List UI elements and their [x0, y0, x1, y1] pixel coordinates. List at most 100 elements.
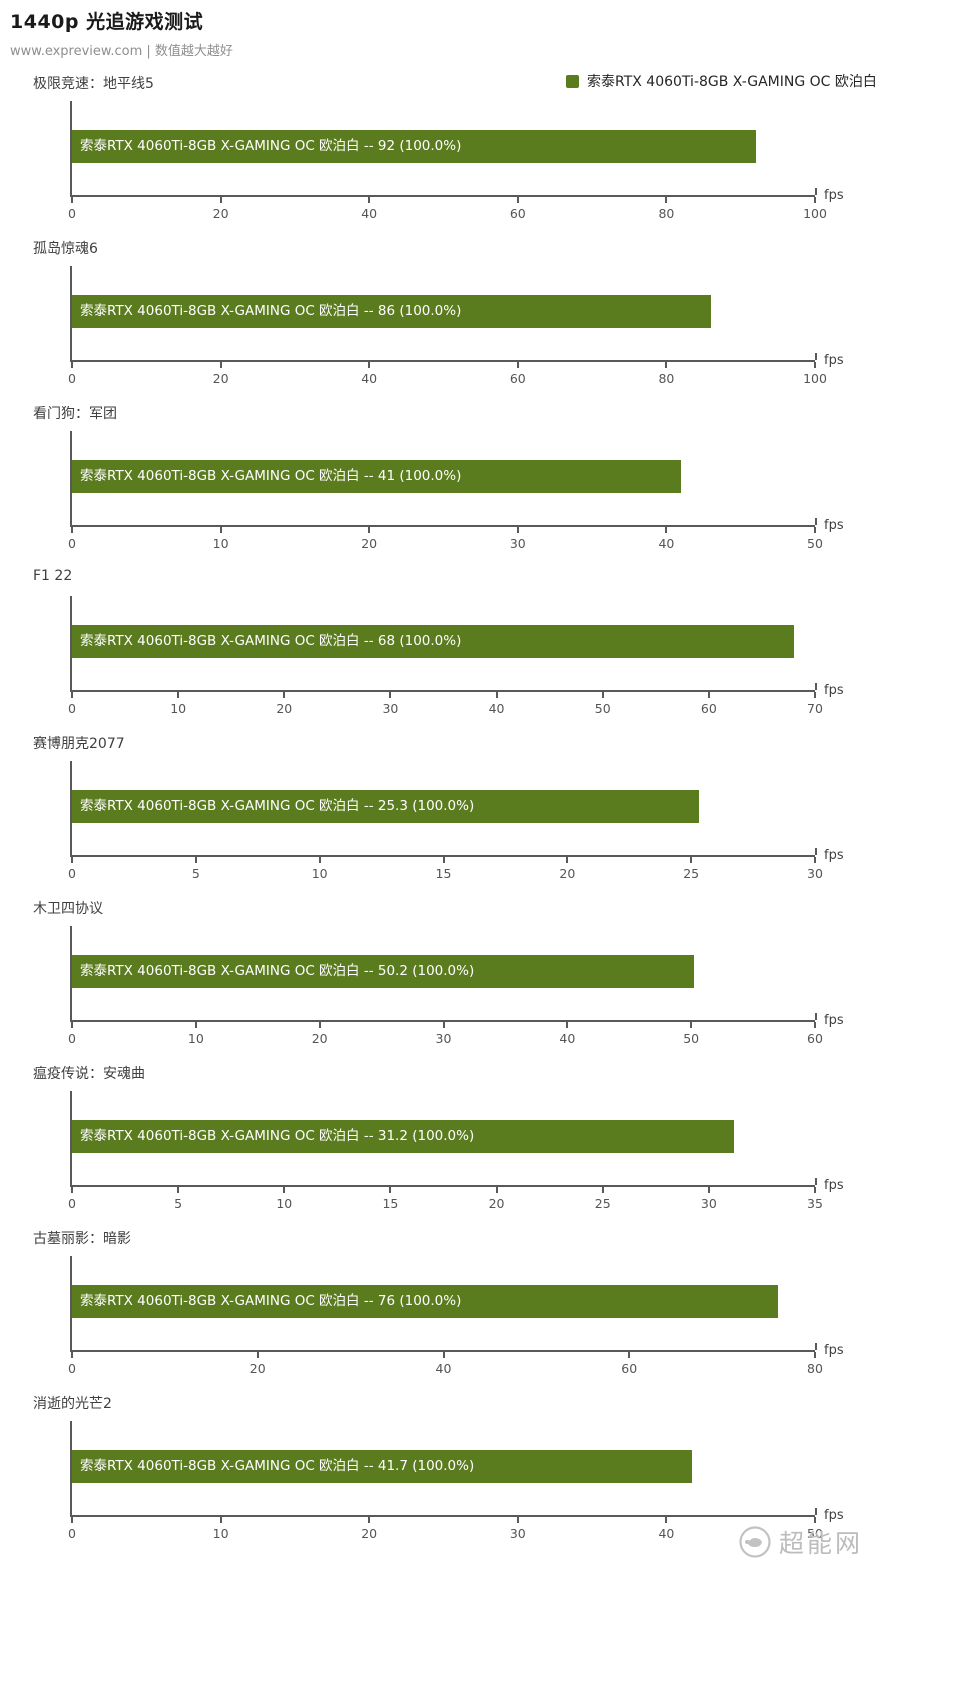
x-tick	[219, 197, 222, 203]
game-title: 瘟疫传说：安魂曲	[33, 1066, 145, 1082]
x-tick	[665, 362, 668, 368]
x-tick-label: 40	[559, 1031, 576, 1046]
x-tick-label: 5	[174, 1196, 183, 1211]
result-bar: 索泰RTX 4060Ti-8GB X-GAMING OC 欧泊白 -- 41.7…	[72, 1450, 692, 1483]
axis-unit-label: fps	[824, 518, 844, 533]
x-tick	[71, 362, 73, 368]
x-tick	[318, 857, 321, 863]
game-title: 极限竞速：地平线5	[33, 76, 154, 92]
site-watermark: 超能网	[738, 1524, 863, 1560]
result-bar: 索泰RTX 4060Ti-8GB X-GAMING OC 欧泊白 -- 50.2…	[72, 955, 694, 988]
x-tick-label: 10	[170, 701, 187, 716]
x-tick	[814, 857, 816, 863]
x-axis-ticks: 0 5 10 15 20 25 30 35	[68, 1185, 823, 1215]
x-tick-label: 100	[803, 371, 827, 386]
x-tick-label: 25	[594, 1196, 611, 1211]
x-tick-label: 20	[361, 536, 378, 551]
x-tick-label: 35	[807, 1196, 823, 1211]
x-tick-label: 70	[807, 701, 823, 716]
x-axis-ticks: 0 20 40 60 80	[68, 1350, 823, 1380]
plot-area: 索泰RTX 4060Ti-8GB X-GAMING OC 欧泊白 -- 25.3…	[68, 761, 844, 881]
x-tick-label: 20	[559, 866, 576, 881]
x-tick	[566, 1022, 569, 1028]
x-tick	[814, 1352, 816, 1358]
watermark-text: 超能网	[779, 1529, 864, 1558]
chart-legend: 索泰RTX 4060Ti-8GB X-GAMING OC 欧泊白	[566, 71, 877, 91]
x-tick-label: 0	[68, 206, 76, 221]
x-tick	[495, 692, 498, 698]
x-tick	[256, 1352, 259, 1358]
x-tick	[219, 1517, 222, 1523]
x-tick	[71, 527, 73, 533]
x-tick-label: 0	[68, 371, 76, 386]
x-tick-label: 0	[68, 1361, 76, 1376]
result-bar: 索泰RTX 4060Ti-8GB X-GAMING OC 欧泊白 -- 76 (…	[72, 1285, 778, 1318]
charts: 索泰RTX 4060Ti-8GB X-GAMING OC 欧泊白 极限竞速：地平…	[0, 71, 960, 1556]
bar-label: 索泰RTX 4060Ti-8GB X-GAMING OC 欧泊白 -- 50.2…	[80, 963, 475, 979]
plot-area: 索泰RTX 4060Ti-8GB X-GAMING OC 欧泊白 -- 86 (…	[68, 266, 844, 386]
axis-unit-label: fps	[824, 188, 844, 203]
x-axis-ticks: 0 5 10 15 20 25 30	[68, 855, 823, 885]
x-tick	[71, 197, 73, 203]
x-tick	[368, 527, 371, 533]
x-tick-label: 20	[212, 371, 229, 386]
x-tick-label: 40	[658, 1526, 675, 1541]
x-tick-label: 0	[68, 1031, 76, 1046]
x-tick	[442, 857, 445, 863]
x-tick-label: 20	[276, 701, 293, 716]
x-tick	[516, 527, 519, 533]
x-tick-label: 80	[658, 371, 675, 386]
chaoneng-logo-icon	[739, 1526, 771, 1558]
plot-area: 索泰RTX 4060Ti-8GB X-GAMING OC 欧泊白 -- 41.7…	[68, 1421, 844, 1541]
game-chart: 孤岛惊魂6 索泰RTX 4060Ti-8GB X-GAMING OC 欧泊白 -…	[0, 236, 960, 401]
x-tick-label: 10	[276, 1196, 293, 1211]
x-tick-label: 60	[509, 206, 526, 221]
game-title: 看门狗：军团	[33, 406, 117, 422]
game-chart: 看门狗：军团 索泰RTX 4060Ti-8GB X-GAMING OC 欧泊白 …	[0, 401, 960, 566]
bar-label: 索泰RTX 4060Ti-8GB X-GAMING OC 欧泊白 -- 76 (…	[80, 1293, 462, 1309]
x-tick-label: 50	[807, 1526, 823, 1541]
x-tick-label: 50	[807, 536, 823, 551]
game-chart: F1 22 索泰RTX 4060Ti-8GB X-GAMING OC 欧泊白 -…	[0, 566, 960, 731]
plot-area: 索泰RTX 4060Ti-8GB X-GAMING OC 欧泊白 -- 92 (…	[68, 101, 844, 221]
x-tick	[690, 1022, 693, 1028]
result-bar: 索泰RTX 4060Ti-8GB X-GAMING OC 欧泊白 -- 92 (…	[72, 130, 756, 163]
x-tick	[516, 362, 519, 368]
legend-swatch-icon	[566, 74, 579, 88]
x-tick-label: 40	[361, 371, 378, 386]
bar-label: 索泰RTX 4060Ti-8GB X-GAMING OC 欧泊白 -- 25.3…	[80, 798, 475, 814]
x-axis-ticks: 0 10 20 30 40 50	[68, 1515, 823, 1545]
x-tick-label: 20	[488, 1196, 505, 1211]
page-header: 1440p 光追游戏测试 www.expreview.com | 数值越大越好	[0, 0, 960, 59]
game-chart: 古墓丽影：暗影 索泰RTX 4060Ti-8GB X-GAMING OC 欧泊白…	[0, 1226, 960, 1391]
game-title: 孤岛惊魂6	[33, 241, 98, 257]
x-tick	[442, 1022, 445, 1028]
x-tick-label: 10	[212, 1526, 229, 1541]
x-tick-label: 30	[509, 1526, 526, 1541]
legend-label: 索泰RTX 4060Ti-8GB X-GAMING OC 欧泊白	[587, 74, 877, 90]
result-bar: 索泰RTX 4060Ti-8GB X-GAMING OC 欧泊白 -- 31.2…	[72, 1120, 735, 1153]
x-tick	[628, 1352, 631, 1358]
x-tick-label: 0	[68, 1196, 76, 1211]
x-tick	[814, 527, 816, 533]
game-chart: 消逝的光芒2 索泰RTX 4060Ti-8GB X-GAMING OC 欧泊白 …	[0, 1391, 960, 1556]
result-bar: 索泰RTX 4060Ti-8GB X-GAMING OC 欧泊白 -- 25.3…	[72, 790, 699, 823]
x-tick	[71, 1517, 73, 1523]
x-tick	[71, 1187, 73, 1193]
game-chart: 木卫四协议 索泰RTX 4060Ti-8GB X-GAMING OC 欧泊白 -…	[0, 896, 960, 1061]
x-tick-label: 60	[700, 701, 717, 716]
x-tick-label: 0	[68, 866, 76, 881]
x-tick	[566, 857, 569, 863]
x-tick-label: 20	[311, 1031, 328, 1046]
x-tick-label: 20	[249, 1361, 266, 1376]
result-bar: 索泰RTX 4060Ti-8GB X-GAMING OC 欧泊白 -- 41 (…	[72, 460, 682, 493]
x-tick	[368, 1517, 371, 1523]
x-tick-label: 40	[435, 1361, 452, 1376]
x-tick-label: 5	[191, 866, 200, 881]
game-chart: 赛博朋克2077 索泰RTX 4060Ti-8GB X-GAMING OC 欧泊…	[0, 731, 960, 896]
x-tick	[283, 692, 286, 698]
x-tick-label: 60	[621, 1361, 638, 1376]
x-tick	[177, 1187, 180, 1193]
x-tick	[516, 1517, 519, 1523]
x-tick	[283, 1187, 286, 1193]
